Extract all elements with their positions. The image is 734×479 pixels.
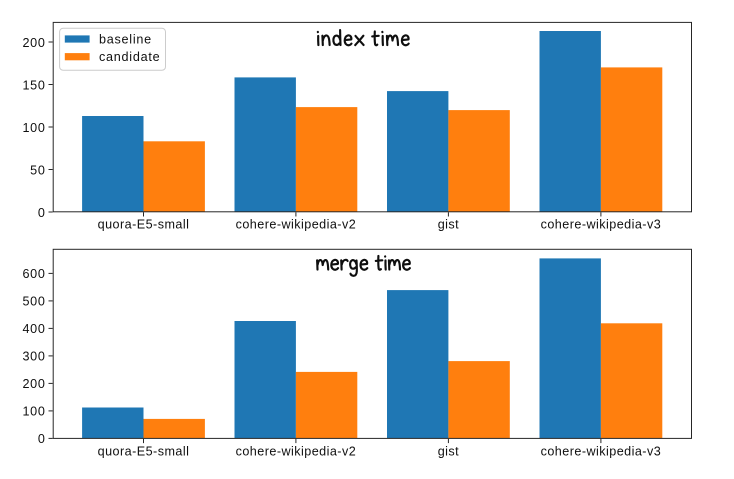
- svg-text:600: 600: [22, 267, 45, 281]
- svg-text:400: 400: [22, 322, 45, 336]
- svg-text:cohere-wikipedia-v3: cohere-wikipedia-v3: [541, 445, 662, 459]
- svg-text:500: 500: [22, 295, 45, 309]
- svg-text:quora-E5-small: quora-E5-small: [98, 217, 190, 231]
- svg-text:150: 150: [22, 78, 45, 92]
- svg-text:200: 200: [22, 377, 45, 391]
- svg-text:cohere-wikipedia-v2: cohere-wikipedia-v2: [236, 445, 357, 459]
- svg-text:cohere-wikipedia-v3: cohere-wikipedia-v3: [541, 217, 662, 231]
- svg-text:50: 50: [30, 163, 45, 177]
- svg-text:0: 0: [38, 432, 46, 446]
- svg-text:gist: gist: [438, 217, 459, 231]
- svg-text:100: 100: [22, 405, 45, 419]
- svg-text:cohere-wikipedia-v2: cohere-wikipedia-v2: [236, 217, 357, 231]
- svg-text:candidate: candidate: [99, 50, 160, 64]
- svg-text:300: 300: [22, 350, 45, 364]
- svg-text:100: 100: [22, 121, 45, 135]
- svg-text:0: 0: [38, 206, 46, 220]
- svg-text:200: 200: [22, 36, 45, 50]
- svg-text:gist: gist: [438, 445, 459, 459]
- svg-text:baseline: baseline: [99, 32, 152, 46]
- svg-text:quora-E5-small: quora-E5-small: [98, 445, 190, 459]
